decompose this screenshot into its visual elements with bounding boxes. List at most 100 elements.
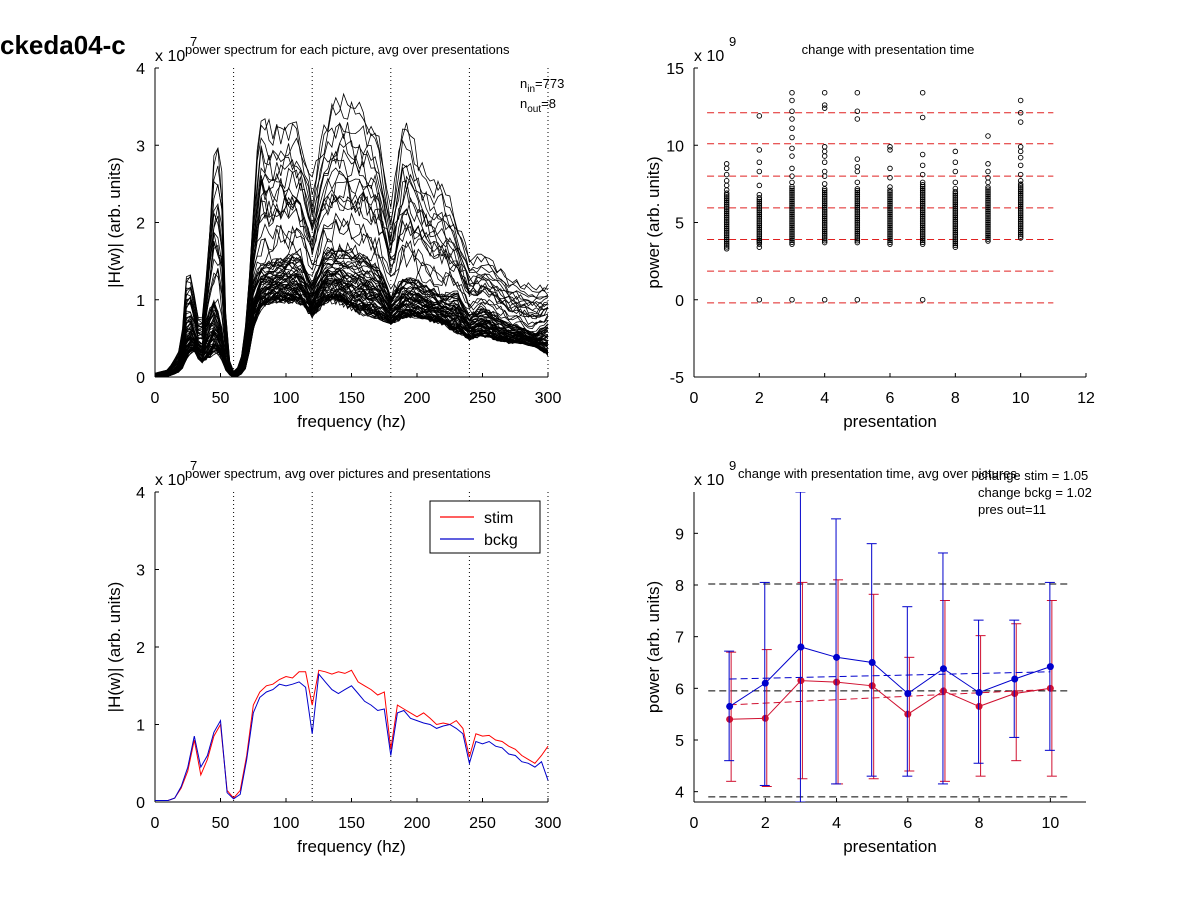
spectrum-trace xyxy=(155,96,548,374)
data-point xyxy=(952,242,959,249)
data-point xyxy=(821,206,828,212)
data-point xyxy=(789,89,795,96)
data-point xyxy=(789,165,795,172)
data-point xyxy=(756,113,763,119)
data-point xyxy=(952,237,959,243)
data-point xyxy=(854,206,861,212)
data-point xyxy=(1017,119,1024,125)
data-point xyxy=(985,133,991,139)
data-point xyxy=(1017,144,1024,150)
data-point xyxy=(854,228,861,235)
data-point xyxy=(854,297,861,303)
data-point xyxy=(1017,216,1024,223)
data-point xyxy=(952,218,959,225)
data-point xyxy=(821,223,828,229)
data-point xyxy=(952,199,959,206)
data-point xyxy=(723,201,730,208)
data-point xyxy=(919,226,926,233)
data-point xyxy=(952,212,959,219)
data-point xyxy=(854,236,861,242)
panel-title: change with presentation time xyxy=(802,42,975,57)
data-point xyxy=(854,230,861,237)
data-point xyxy=(1017,235,1024,241)
legend-label-bckg: bckg xyxy=(484,532,518,549)
data-point xyxy=(789,189,795,195)
data-point xyxy=(887,196,893,203)
legend-box xyxy=(429,500,541,554)
legend-label-stim: stim xyxy=(484,510,513,527)
data-point xyxy=(723,246,730,252)
data-point xyxy=(919,198,926,205)
y-tick-label: -5 xyxy=(670,370,684,387)
x-tick-label: 0 xyxy=(151,815,160,832)
data-point xyxy=(887,235,893,242)
data-point xyxy=(756,200,763,207)
data-point xyxy=(789,208,795,214)
data-point xyxy=(985,188,991,194)
data-point xyxy=(723,218,730,224)
panel-title: change with presentation time, avg over … xyxy=(738,466,1017,481)
data-point xyxy=(821,189,828,196)
data-point xyxy=(756,224,763,231)
data-point xyxy=(952,196,959,202)
data-point xyxy=(789,145,795,152)
y-exponent-base: x 10 xyxy=(694,48,724,65)
data-point xyxy=(821,168,828,175)
data-point xyxy=(919,151,926,158)
data-point xyxy=(887,187,893,194)
y-tick-label: 6 xyxy=(675,681,684,698)
data-point xyxy=(723,212,730,219)
data-point xyxy=(887,211,893,218)
data-point xyxy=(919,235,926,242)
data-point xyxy=(1017,211,1024,217)
data-point xyxy=(919,228,926,234)
data-point xyxy=(1017,201,1024,208)
data-point xyxy=(854,116,861,122)
data-point xyxy=(952,192,959,199)
panel-power-spectrum-avg: 0 50 100 150 200 250 300 0 1 2 3 4 frequency (hz) |H(… xyxy=(105,458,561,856)
data-point xyxy=(756,232,763,238)
data-point xyxy=(723,194,730,200)
x-axis-label: frequency (hz) xyxy=(297,837,406,856)
data-point xyxy=(1017,171,1024,178)
spectrum-trace xyxy=(155,293,548,377)
data-point xyxy=(756,147,763,153)
data-point xyxy=(756,195,763,201)
data-point xyxy=(952,207,959,213)
data-point xyxy=(919,196,926,203)
y-exponent-power: 7 xyxy=(190,34,197,49)
data-point xyxy=(919,217,926,223)
data-point xyxy=(919,230,926,236)
data-point xyxy=(919,209,926,216)
x-tick-label: 150 xyxy=(338,390,365,407)
data-point xyxy=(821,153,828,159)
data-point xyxy=(756,297,763,303)
data-point xyxy=(1017,198,1024,204)
y-tick-label: 1 xyxy=(136,293,145,310)
panel-power-spectrum-each-picture: 0 50 100 150 200 250 300 0 1 2 3 4 frequency (hz) |H(… xyxy=(105,34,564,431)
data-point xyxy=(723,182,730,189)
data-point xyxy=(985,199,991,205)
data-point xyxy=(756,238,763,244)
data-point xyxy=(723,208,730,215)
x-tick-label: 0 xyxy=(151,390,160,407)
data-point xyxy=(1017,97,1024,104)
trend-line-stim xyxy=(729,688,1051,706)
data-point xyxy=(789,97,795,104)
data-point xyxy=(1017,205,1024,212)
data-point xyxy=(887,222,893,229)
data-point xyxy=(854,202,861,209)
data-point xyxy=(854,193,861,199)
data-point xyxy=(985,195,991,202)
data-point xyxy=(789,206,795,212)
y-axis-label: power (arb. units) xyxy=(644,581,663,713)
data-point xyxy=(854,199,861,205)
data-point xyxy=(985,179,991,186)
x-tick-label: 50 xyxy=(212,815,230,832)
data-point xyxy=(854,195,861,201)
y-tick-label: 2 xyxy=(136,640,145,657)
data-point xyxy=(723,187,730,193)
data-point xyxy=(756,198,763,205)
data-point xyxy=(919,232,926,238)
data-point xyxy=(985,210,991,216)
